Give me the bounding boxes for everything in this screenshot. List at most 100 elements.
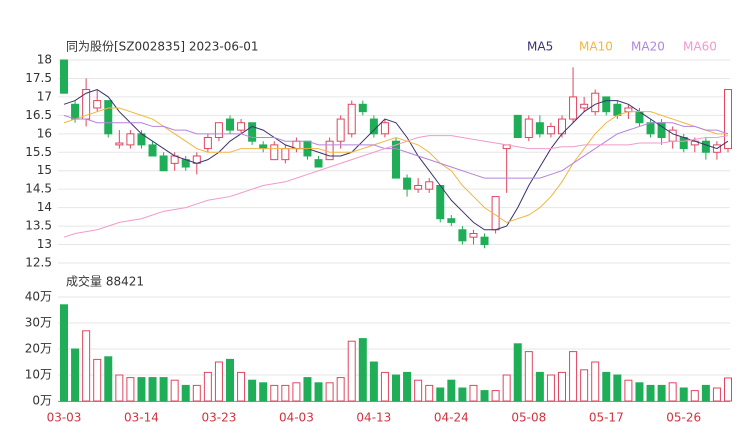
candle-body [513, 114, 522, 139]
x-tick-label: 04-03 [279, 411, 314, 425]
candle-body [679, 137, 688, 150]
legend-entry: MA60 [683, 40, 717, 54]
volume-bar [181, 384, 190, 402]
v-tick-label: 40万 [25, 290, 52, 304]
x-tick-label: 03-23 [201, 411, 236, 425]
volume-bar [447, 379, 456, 402]
v-tick-label: 10万 [25, 368, 52, 382]
candle-body [159, 155, 168, 172]
candle-body [480, 236, 489, 246]
volume-bar [259, 382, 268, 402]
y-tick-label: 13.5 [25, 219, 52, 233]
volume-bar [403, 371, 412, 402]
candle-body [624, 107, 633, 113]
candle-body [259, 144, 268, 150]
x-tick-label: 05-26 [666, 411, 701, 425]
volume-bar [93, 358, 102, 402]
ma-line [63, 135, 729, 238]
x-tick-label: 05-17 [589, 411, 624, 425]
candle-body [248, 122, 257, 142]
volume-bar [679, 387, 688, 402]
volume-bar [724, 377, 732, 402]
volume-bar [248, 379, 257, 402]
volume-bar [657, 384, 666, 402]
ma-line [63, 88, 729, 231]
volume-bar [591, 361, 600, 402]
x-tick-label: 04-24 [434, 411, 469, 425]
candle-body [613, 103, 622, 116]
volume-bar [71, 348, 80, 402]
legend-entry: MA5 [527, 40, 553, 54]
candle-body [115, 142, 124, 146]
x-tick-label: 05-08 [511, 411, 546, 425]
candle-body [126, 133, 135, 146]
volume-bar [546, 374, 555, 402]
ma-line [63, 107, 728, 223]
candle-body [646, 122, 655, 135]
volume-bar [192, 384, 201, 402]
candle-body [358, 103, 367, 113]
volume-bar [336, 377, 345, 402]
volume-bar [281, 384, 290, 402]
y-tick-label: 14.5 [25, 182, 52, 196]
v-tick-label: 20万 [25, 342, 52, 356]
candle-body [93, 100, 102, 109]
volume-bar [314, 382, 323, 402]
volume-bar [569, 351, 578, 402]
volume-bar [237, 371, 246, 402]
candle-body [403, 177, 412, 190]
volume-bar [303, 377, 312, 402]
volume-bar [712, 387, 721, 402]
volume-bar [126, 377, 135, 402]
volume-bar [425, 384, 434, 402]
volume-bar [535, 371, 544, 402]
volume-bar [668, 382, 677, 402]
candle-body [281, 148, 290, 161]
y-tick-label: 15.5 [25, 145, 52, 159]
candle-body [469, 232, 478, 238]
volume-bar [414, 379, 423, 402]
x-tick-label: 03-03 [47, 411, 82, 425]
volume-bar [325, 382, 334, 402]
x-tick-label: 04-13 [356, 411, 391, 425]
volume-bar [159, 377, 168, 402]
y-tick-label: 18 [37, 53, 52, 67]
y-tick-label: 12.5 [25, 256, 52, 270]
ma-line [63, 114, 729, 179]
volume-bar [226, 358, 234, 402]
volume-bar [137, 377, 146, 402]
volume-bar [392, 374, 400, 402]
chart-title: 同为股份[SZ002835] 2023-06-01 [66, 40, 259, 54]
legend-entry: MA20 [631, 40, 665, 54]
candle-body [325, 140, 334, 161]
volume-bar [292, 382, 301, 402]
candle-body [602, 96, 611, 113]
candle-body [425, 181, 434, 190]
volume-bar [646, 384, 655, 402]
candle-body [148, 144, 157, 157]
y-tick-label: 16 [37, 126, 52, 140]
volume-bar [635, 382, 644, 402]
candle-body [226, 118, 234, 131]
volume-bar [690, 390, 699, 402]
candle-body [203, 137, 212, 150]
volume-bar [148, 377, 157, 402]
y-tick-label: 17 [37, 89, 52, 103]
candle-body [60, 59, 68, 94]
volume-bar [104, 356, 113, 402]
volume-bar [513, 343, 522, 402]
volume-title: 成交量 88421 [66, 274, 144, 289]
legend-entry: MA10 [579, 40, 613, 54]
candle-body [237, 122, 246, 131]
candle-body [535, 122, 544, 135]
candle-body [380, 122, 389, 135]
candle-body [214, 122, 223, 139]
candle-body [591, 92, 600, 113]
volume-bar [524, 351, 533, 402]
volume-bar [436, 387, 445, 402]
candle-body [569, 96, 578, 120]
volume-bar [491, 390, 500, 402]
candle-body [270, 144, 279, 161]
volume-bar [270, 384, 279, 402]
